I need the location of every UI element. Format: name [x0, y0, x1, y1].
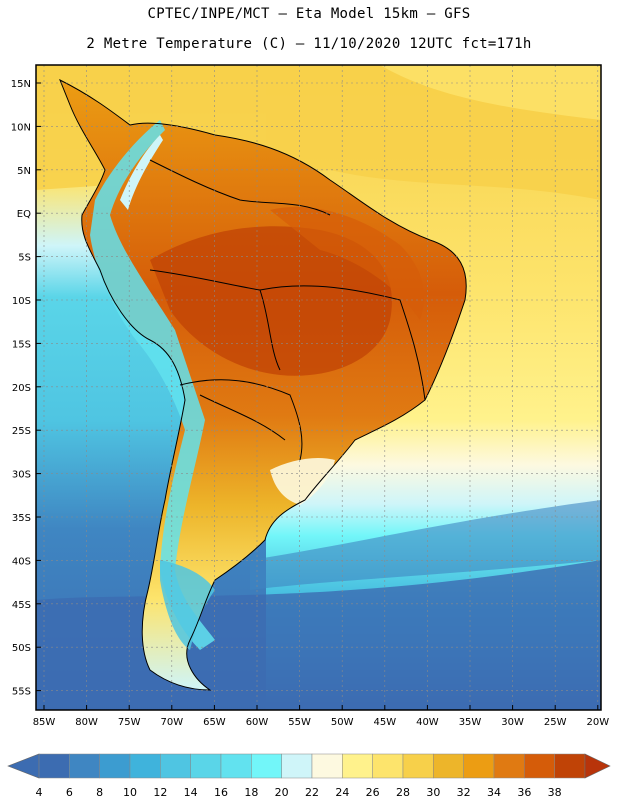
- colorbar-swatch: [129, 753, 161, 779]
- lon-label: 45W: [373, 717, 396, 728]
- colorbar-swatch: [38, 753, 70, 779]
- lon-label: 85W: [33, 717, 56, 728]
- lat-label: 5S: [18, 253, 31, 264]
- colorbar-label: 34: [487, 786, 501, 799]
- lat-label: 30S: [12, 470, 31, 481]
- lat-label: 50S: [12, 643, 31, 654]
- colorbar-swatch: [342, 753, 373, 779]
- colorbar-label: 18: [244, 786, 258, 799]
- lon-label: 60W: [246, 717, 269, 728]
- colorbar-swatch: [99, 753, 131, 779]
- map-subtitle: 2 Metre Temperature (C) – 11/10/2020 12U…: [86, 36, 532, 52]
- colorbar-label: 26: [366, 786, 380, 799]
- lat-label: 45S: [12, 600, 31, 611]
- lon-label: 35W: [459, 717, 482, 728]
- colorbar-swatch: [160, 753, 191, 779]
- colorbar-swatch: [433, 753, 464, 779]
- map-frame: [35, 64, 602, 711]
- colorbar-label: 36: [517, 786, 531, 799]
- land-temperature: [60, 80, 467, 690]
- lon-label: 55W: [288, 717, 311, 728]
- lat-label: 20S: [12, 383, 31, 394]
- lon-label: 40W: [416, 717, 439, 728]
- country-borders: [59, 78, 467, 691]
- lat-label: 40S: [12, 556, 31, 567]
- lon-label: 30W: [501, 717, 524, 728]
- colorbar-swatch: [190, 753, 222, 779]
- colorbar-swatch: [493, 753, 525, 779]
- lat-label: 55S: [12, 687, 31, 698]
- colorbar-label: 6: [66, 786, 73, 799]
- colorbar-swatch: [463, 753, 495, 779]
- lon-label: 75W: [118, 717, 141, 728]
- map-title: CPTEC/INPE/MCT – Eta Model 15km – GFS: [147, 6, 471, 22]
- colorbar-swatch: [524, 753, 555, 779]
- colorbar: 4 6 8 10 12 14 16 18 20 22 24 26 28 30 32 34 36 38: [7, 753, 611, 799]
- lat-label: 25S: [12, 426, 31, 437]
- lon-label: 20W: [586, 717, 609, 728]
- colorbar-label: 10: [123, 786, 137, 799]
- colorbar-label: 12: [153, 786, 167, 799]
- longitude-labels: 85W 80W 75W 70W 65W 60W 55W 50W 45W 40W 35W 30W 25W 2…: [33, 705, 609, 728]
- lon-label: 50W: [331, 717, 354, 728]
- colorbar-label: 14: [184, 786, 198, 799]
- colorbar-label: 24: [335, 786, 349, 799]
- lat-label: 15N: [11, 79, 31, 90]
- colorbar-label: 32: [457, 786, 471, 799]
- colorbar-label: 30: [426, 786, 440, 799]
- latitude-labels: 15N 10N 5N EQ 5S 10S 15S 20S 25S 30S 35S 40S 45S 50S 5…: [11, 79, 41, 698]
- colorbar-swatch: [402, 753, 434, 779]
- lat-label: 10N: [11, 122, 31, 133]
- lat-label: EQ: [17, 209, 31, 220]
- colorbar-label: 22: [305, 786, 319, 799]
- colorbar-label: 28: [396, 786, 410, 799]
- colorbar-swatch: [311, 753, 343, 779]
- lon-label: 65W: [203, 717, 226, 728]
- lon-label: 70W: [160, 717, 183, 728]
- lon-label: 25W: [544, 717, 567, 728]
- colorbar-max-arrow: [584, 753, 611, 779]
- colorbar-label: 8: [96, 786, 103, 799]
- colorbar-label: 4: [36, 786, 43, 799]
- colorbar-label: 16: [214, 786, 228, 799]
- lat-label: 5N: [17, 166, 31, 177]
- lat-label: 35S: [12, 513, 31, 524]
- colorbar-swatch: [372, 753, 404, 779]
- colorbar-label: 20: [275, 786, 289, 799]
- colorbar-label: 38: [548, 786, 562, 799]
- lat-label: 10S: [12, 296, 31, 307]
- colorbar-swatch: [69, 753, 100, 779]
- colorbar-swatch: [281, 753, 313, 779]
- lon-label: 80W: [75, 717, 98, 728]
- lat-label: 15S: [12, 339, 31, 350]
- colorbar-min-arrow: [7, 753, 40, 779]
- colorbar-swatch: [251, 753, 282, 779]
- lat-lon-grid: [36, 65, 601, 710]
- colorbar-swatch: [220, 753, 252, 779]
- colorbar-swatch: [554, 753, 586, 779]
